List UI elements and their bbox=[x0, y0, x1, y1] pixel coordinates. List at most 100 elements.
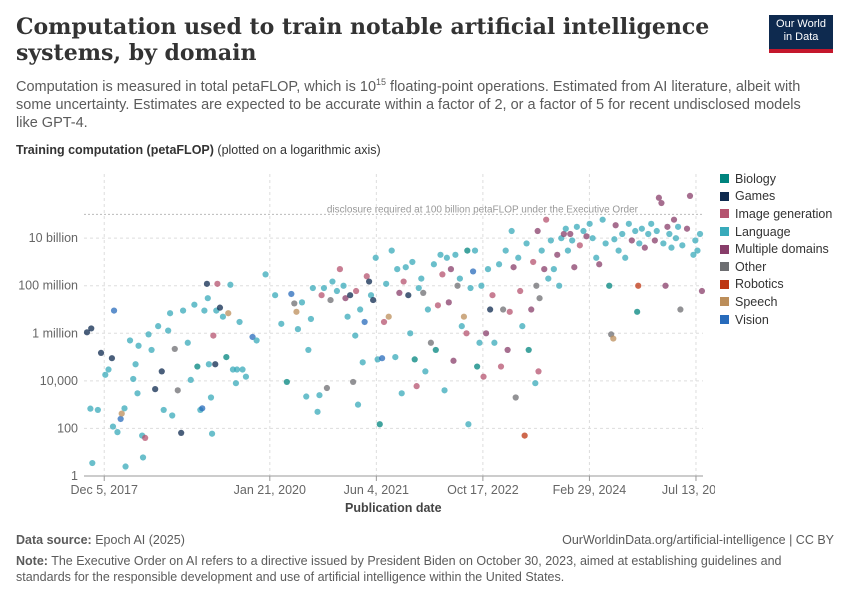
data-point bbox=[567, 230, 574, 238]
data-point bbox=[560, 230, 567, 238]
legend-label: Image generation bbox=[735, 206, 833, 221]
legend-item[interactable]: Multiple domains bbox=[720, 240, 832, 258]
data-point bbox=[502, 247, 509, 254]
data-point bbox=[132, 361, 139, 368]
data-point bbox=[599, 216, 606, 223]
subtitle-post: floating-point operations. Estimated fro… bbox=[16, 78, 801, 131]
data-point bbox=[666, 230, 673, 238]
data-point bbox=[139, 454, 147, 461]
legend-item[interactable]: Language bbox=[720, 223, 832, 241]
data-point bbox=[318, 292, 325, 299]
data-point bbox=[443, 254, 450, 261]
data-point bbox=[471, 247, 479, 254]
data-point bbox=[97, 349, 105, 357]
legend-label: Language bbox=[735, 224, 791, 239]
owid-logo[interactable]: Our World in Data bbox=[769, 15, 833, 53]
data-point bbox=[533, 282, 540, 289]
data-point bbox=[664, 223, 671, 230]
logo-line-2: in Data bbox=[783, 31, 819, 43]
data-point bbox=[420, 289, 427, 297]
data-point bbox=[430, 261, 437, 268]
data-point bbox=[576, 242, 583, 249]
data-point bbox=[411, 356, 418, 363]
data-point bbox=[512, 394, 519, 401]
data-point bbox=[204, 295, 211, 302]
data-point bbox=[692, 237, 699, 244]
data-source: Data source: Epoch AI (2025) bbox=[16, 533, 836, 547]
data-point bbox=[293, 308, 300, 315]
data-point bbox=[413, 383, 420, 390]
data-point bbox=[586, 220, 593, 227]
data-point bbox=[674, 223, 682, 230]
data-point bbox=[179, 307, 187, 314]
legend-item[interactable]: Speech bbox=[720, 293, 832, 311]
data-point bbox=[686, 192, 694, 199]
data-point bbox=[500, 306, 507, 313]
data-point bbox=[487, 306, 494, 313]
data-point bbox=[158, 368, 165, 375]
data-point bbox=[94, 406, 101, 414]
data-point bbox=[463, 330, 470, 337]
data-point bbox=[227, 281, 234, 288]
y-tick-label: 10 billion bbox=[29, 231, 78, 245]
data-point bbox=[482, 330, 490, 337]
source-url[interactable]: OurWorldinData.org/artificial-intelligen… bbox=[562, 533, 834, 547]
x-tick-label: Jan 21, 2020 bbox=[234, 483, 306, 497]
data-point bbox=[262, 271, 269, 278]
data-source-value[interactable]: Epoch AI (2025) bbox=[95, 533, 185, 547]
data-point bbox=[278, 320, 285, 327]
data-point bbox=[418, 275, 425, 282]
data-point bbox=[439, 271, 446, 278]
legend-item[interactable]: Games bbox=[720, 188, 832, 206]
data-point bbox=[216, 304, 224, 311]
data-point bbox=[445, 299, 452, 306]
data-point bbox=[344, 313, 351, 320]
y-tick-label: 1 million bbox=[32, 326, 78, 340]
legend: Biology Games Image generation Language Mult… bbox=[720, 170, 832, 328]
legend-item[interactable]: Image generation bbox=[720, 205, 832, 223]
data-point bbox=[398, 390, 405, 397]
data-point bbox=[441, 387, 448, 394]
y-tick-label: 1 bbox=[71, 469, 78, 483]
data-point bbox=[110, 307, 118, 314]
gridlines bbox=[84, 174, 703, 481]
y-tick-label: 100 bbox=[57, 421, 78, 435]
data-point bbox=[583, 233, 590, 240]
data-point bbox=[210, 332, 217, 339]
legend-item[interactable]: Robotics bbox=[720, 276, 832, 294]
data-point bbox=[535, 368, 542, 375]
data-point bbox=[361, 318, 368, 326]
data-point bbox=[625, 220, 632, 227]
data-point bbox=[225, 310, 232, 317]
y-axis-title-main: Training computation (petaFLOP) bbox=[16, 143, 214, 157]
legend-swatch bbox=[720, 191, 729, 201]
data-point bbox=[402, 264, 409, 271]
data-point bbox=[329, 278, 336, 285]
legend-item[interactable]: Vision bbox=[720, 311, 832, 329]
data-point bbox=[541, 266, 548, 273]
legend-item[interactable]: Biology bbox=[720, 170, 832, 188]
data-point bbox=[432, 346, 439, 354]
data-point bbox=[126, 337, 134, 344]
data-point bbox=[628, 237, 635, 244]
data-point bbox=[534, 227, 541, 235]
data-point bbox=[152, 386, 159, 393]
legend-item[interactable]: Other bbox=[720, 258, 832, 276]
x-tick-label: Jun 4, 2021 bbox=[344, 483, 409, 497]
chart-note: Note: The Executive Order on AI refers t… bbox=[16, 553, 816, 585]
data-point bbox=[497, 363, 505, 370]
data-point bbox=[690, 251, 697, 258]
data-point bbox=[232, 380, 240, 387]
data-point bbox=[651, 237, 658, 244]
data-point bbox=[333, 287, 341, 295]
data-point bbox=[668, 244, 675, 251]
y-tick-labels: 1 100 10,000 1 million 100 million 10 billion bbox=[18, 231, 78, 483]
data-point bbox=[327, 296, 334, 304]
legend-label: Robotics bbox=[735, 277, 784, 292]
legend-swatch bbox=[720, 174, 729, 184]
data-point bbox=[307, 315, 315, 323]
data-source-label: Data source: bbox=[16, 533, 92, 547]
data-point bbox=[309, 284, 316, 292]
data-point bbox=[407, 330, 414, 337]
data-point bbox=[385, 313, 392, 320]
